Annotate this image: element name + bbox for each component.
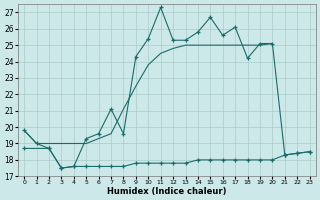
X-axis label: Humidex (Indice chaleur): Humidex (Indice chaleur)	[107, 187, 227, 196]
